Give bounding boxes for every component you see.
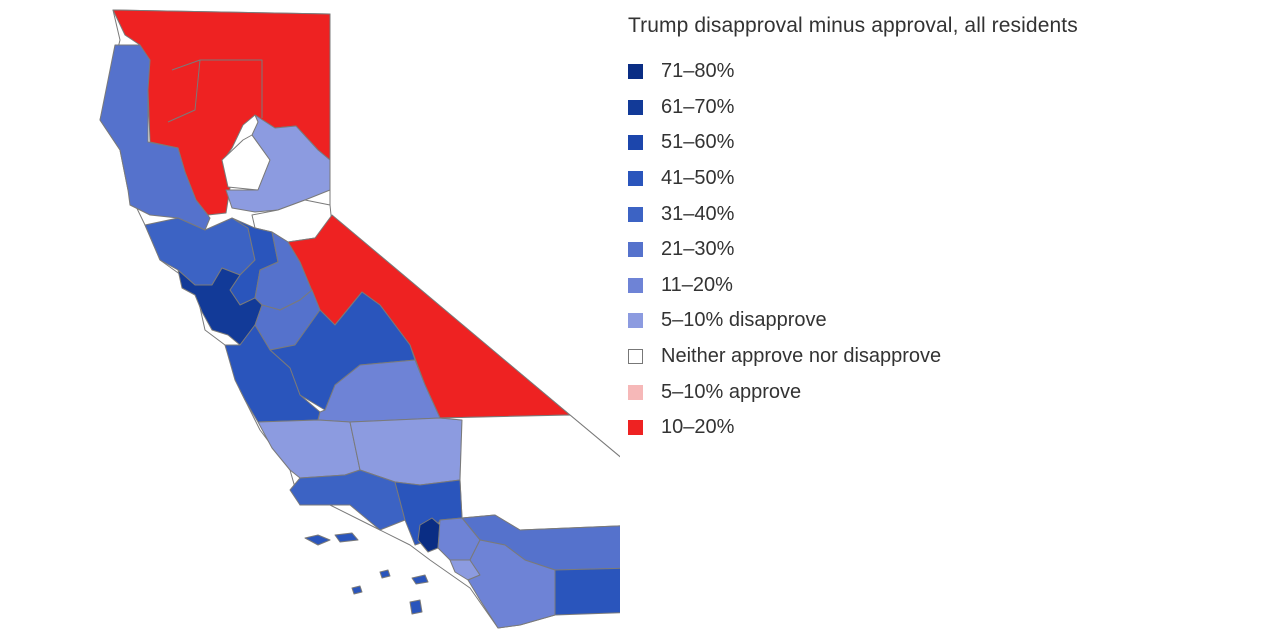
legend-item: 61–70% (628, 90, 1078, 126)
legend-item: 11–20% (628, 268, 1078, 304)
legend-swatch (628, 135, 643, 151)
legend-label: 21–30% (661, 238, 735, 261)
legend-label: 71–80% (661, 60, 735, 83)
legend-swatch (628, 420, 643, 436)
legend-label: 61–70% (661, 95, 735, 118)
legend-label: Neither approve nor disapprove (661, 345, 942, 368)
legend-item: 51–60% (628, 125, 1078, 161)
map-legend: Trump disapproval minus approval, all re… (628, 14, 1078, 446)
legend-label: 41–50% (661, 167, 735, 190)
legend-items: 71–80% 61–70% 51–60% 41–50% 31–40% 21–30% 11–2… (628, 54, 1078, 446)
county-slo (257, 419, 361, 479)
legend-label: 5–10% disapprove (661, 309, 827, 332)
legend-swatch (628, 313, 643, 329)
legend-item: 31–40% (628, 196, 1078, 232)
legend-swatch (628, 206, 643, 222)
legend-item: 71–80% (628, 54, 1078, 90)
legend-swatch (628, 277, 643, 293)
county-central-coast (224, 324, 321, 423)
county-north-coast (99, 44, 211, 231)
legend-item: 41–50% (628, 161, 1078, 197)
legend-swatch (628, 99, 643, 115)
county-imperial (554, 567, 620, 616)
california-county-map (99, 9, 620, 629)
legend-swatch (628, 349, 643, 365)
legend-label: 51–60% (661, 131, 735, 154)
legend-swatch (628, 384, 643, 400)
legend-swatch (628, 64, 643, 80)
legend-item: 5–10% disapprove (628, 303, 1078, 339)
legend-item: 10–20% (628, 410, 1078, 446)
legend-swatch (628, 171, 643, 187)
legend-label: 5–10% approve (661, 380, 802, 403)
county-plumas-light (225, 114, 331, 213)
county-san-diego-west (467, 539, 556, 629)
legend-swatch (628, 242, 643, 258)
legend-label: 11–20% (661, 273, 733, 296)
legend-item: Neither approve nor disapprove (628, 339, 1078, 375)
legend-item: 5–10% approve (628, 374, 1078, 410)
channel-islands (304, 532, 429, 615)
legend-label: 10–20% (661, 416, 735, 439)
county-san-bernardino (439, 414, 620, 531)
legend-item: 21–30% (628, 232, 1078, 268)
legend-label: 31–40% (661, 202, 735, 225)
county-santa-barbara (289, 469, 406, 531)
legend-title: Trump disapproval minus approval, all re… (628, 14, 1078, 37)
